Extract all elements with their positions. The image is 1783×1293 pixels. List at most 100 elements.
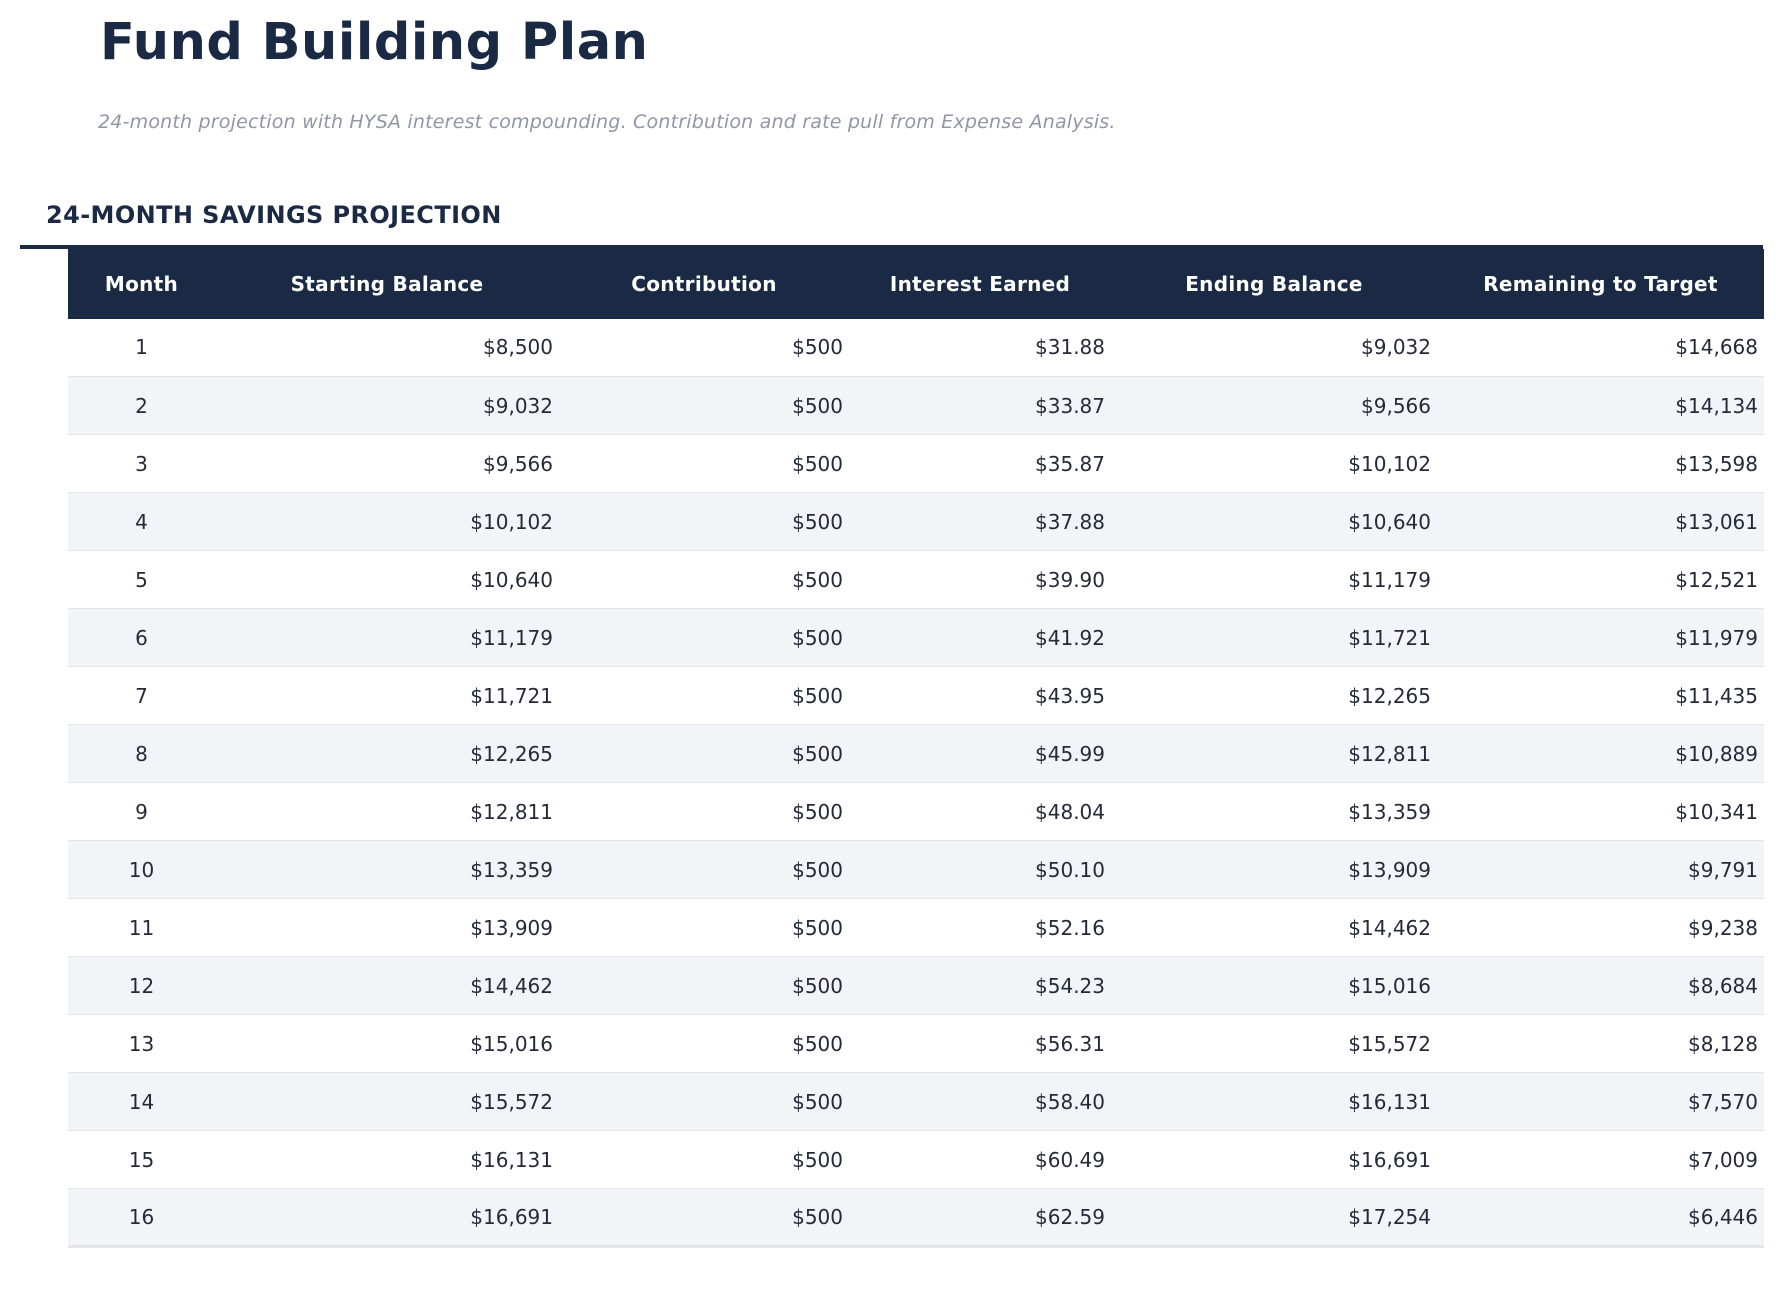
cell-starting-balance: $13,909	[215, 898, 559, 957]
cell-remaining-to-target: $11,435	[1437, 666, 1764, 725]
cell-interest-earned: $50.10	[849, 840, 1111, 899]
cell-remaining-to-target: $7,570	[1437, 1072, 1764, 1131]
cell-remaining-to-target: $13,061	[1437, 492, 1764, 551]
cell-starting-balance: $9,566	[215, 434, 559, 493]
cell-starting-balance: $10,640	[215, 550, 559, 609]
cell-interest-earned: $56.31	[849, 1014, 1111, 1073]
cell-ending-balance: $16,131	[1111, 1072, 1437, 1131]
cell-interest-earned: $58.40	[849, 1072, 1111, 1131]
cell-ending-balance: $13,909	[1111, 840, 1437, 899]
table-row: 16 $16,691 $500 $62.59 $17,254 $6,446	[68, 1188, 1764, 1247]
cell-starting-balance: $15,016	[215, 1014, 559, 1073]
cell-remaining-to-target: $8,684	[1437, 956, 1764, 1015]
cell-ending-balance: $15,016	[1111, 956, 1437, 1015]
cell-interest-earned: $33.87	[849, 376, 1111, 435]
table-row: 12 $14,462 $500 $54.23 $15,016 $8,684	[68, 956, 1764, 1015]
cell-ending-balance: $13,359	[1111, 782, 1437, 841]
cell-contribution: $500	[559, 782, 849, 841]
cell-contribution: $500	[559, 1188, 849, 1247]
cell-month: 8	[68, 724, 215, 783]
cell-month: 2	[68, 376, 215, 435]
column-header-interest-earned: Interest Earned	[849, 248, 1111, 319]
cell-starting-balance: $10,102	[215, 492, 559, 551]
cell-remaining-to-target: $10,341	[1437, 782, 1764, 841]
cell-month: 12	[68, 956, 215, 1015]
table-row: 2 $9,032 $500 $33.87 $9,566 $14,134	[68, 376, 1764, 435]
cell-contribution: $500	[559, 666, 849, 725]
column-header-month: Month	[68, 248, 215, 319]
cell-starting-balance: $11,721	[215, 666, 559, 725]
cell-contribution: $500	[559, 1014, 849, 1073]
cell-remaining-to-target: $8,128	[1437, 1014, 1764, 1073]
column-header-ending-balance: Ending Balance	[1111, 248, 1437, 319]
table-row: 5 $10,640 $500 $39.90 $11,179 $12,521	[68, 550, 1764, 609]
cell-remaining-to-target: $14,668	[1675, 335, 1758, 360]
cell-interest-earned: $52.16	[849, 898, 1111, 957]
cell-contribution: $500	[559, 724, 849, 783]
cell-starting-balance: $16,691	[215, 1188, 559, 1247]
cell-contribution: $500	[559, 434, 849, 493]
cell-ending-balance: $14,462	[1111, 898, 1437, 957]
cell-interest-earned: $37.88	[849, 492, 1111, 551]
cell-remaining-to-target: $11,979	[1437, 608, 1764, 667]
table-header-row: Month Starting Balance Contribution Interes…	[68, 248, 1764, 319]
cell-remaining-to-target: $10,889	[1437, 724, 1764, 783]
cell-ending-balance: $12,811	[1111, 724, 1437, 783]
table-row: 15 $16,131 $500 $60.49 $16,691 $7,009	[68, 1130, 1764, 1189]
column-header-starting-balance: Starting Balance	[215, 248, 559, 319]
table-row: 6 $11,179 $500 $41.92 $11,721 $11,979	[68, 608, 1764, 667]
cell-starting-balance: $12,811	[215, 782, 559, 841]
cell-month: 9	[68, 782, 215, 841]
cell-interest-earned: $48.04	[849, 782, 1111, 841]
cell-ending-balance: $17,254	[1111, 1188, 1437, 1247]
table-row: 8 $12,265 $500 $45.99 $12,811 $10,889	[68, 724, 1764, 783]
table-row: 9 $12,811 $500 $48.04 $13,359 $10,341	[68, 782, 1764, 841]
cell-remaining-to-target: $14,134	[1437, 376, 1764, 435]
table-row: 13 $15,016 $500 $56.31 $15,572 $8,128	[68, 1014, 1764, 1073]
cell-ending-balance: $15,572	[1111, 1014, 1437, 1073]
cell-month: 11	[68, 898, 215, 957]
cell-month: 13	[68, 1014, 215, 1073]
cell-month: 16	[68, 1188, 215, 1247]
cell-contribution: $500	[559, 376, 849, 435]
column-header-contribution: Contribution	[559, 248, 849, 319]
cell-ending-balance: $11,721	[1111, 608, 1437, 667]
cell-contribution: $500	[559, 492, 849, 551]
cell-contribution: $500	[792, 335, 843, 360]
cell-ending-balance: $10,102	[1111, 434, 1437, 493]
section-heading: 24-MONTH SAVINGS PROJECTION	[46, 200, 502, 229]
cell-contribution: $500	[559, 550, 849, 609]
cell-interest-earned: $41.92	[849, 608, 1111, 667]
cell-month: 3	[68, 434, 215, 493]
cell-starting-balance: $13,359	[215, 840, 559, 899]
cell-month: 14	[68, 1072, 215, 1131]
cell-interest-earned: $43.95	[849, 666, 1111, 725]
cell-remaining-to-target: $7,009	[1437, 1130, 1764, 1189]
cell-interest-earned: $60.49	[849, 1130, 1111, 1189]
cell-ending-balance: $16,691	[1111, 1130, 1437, 1189]
table-row: 1 $8,500 $500 $31.88 $9,032 $14,668	[68, 318, 1764, 377]
cell-remaining-to-target: $9,238	[1437, 898, 1764, 957]
cell-remaining-to-target: $13,598	[1437, 434, 1764, 493]
table-row: 11 $13,909 $500 $52.16 $14,462 $9,238	[68, 898, 1764, 957]
cell-starting-balance: $15,572	[215, 1072, 559, 1131]
cell-interest-earned: $62.59	[849, 1188, 1111, 1247]
cell-interest-earned: $31.88	[1035, 335, 1105, 360]
cell-interest-earned: $54.23	[849, 956, 1111, 1015]
page-subtitle: 24-month projection with HYSA interest c…	[98, 110, 1116, 133]
cell-month: 7	[68, 666, 215, 725]
table-row: 14 $15,572 $500 $58.40 $16,131 $7,570	[68, 1072, 1764, 1131]
cell-interest-earned: $35.87	[849, 434, 1111, 493]
cell-month: 5	[68, 550, 215, 609]
cell-contribution: $500	[559, 956, 849, 1015]
projection-section: 24-MONTH SAVINGS PROJECTION Month Startin…	[20, 200, 1764, 1249]
table-row: 7 $11,721 $500 $43.95 $12,265 $11,435	[68, 666, 1764, 725]
table-row: 4 $10,102 $500 $37.88 $10,640 $13,061	[68, 492, 1764, 551]
cell-remaining-to-target: $12,521	[1437, 550, 1764, 609]
cell-month: 15	[68, 1130, 215, 1189]
cell-interest-earned: $45.99	[849, 724, 1111, 783]
cell-interest-earned: $39.90	[849, 550, 1111, 609]
cell-contribution: $500	[559, 1130, 849, 1189]
cell-starting-balance: $8,500	[483, 335, 553, 360]
